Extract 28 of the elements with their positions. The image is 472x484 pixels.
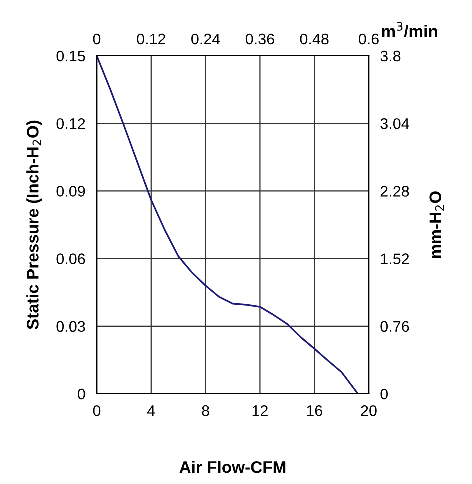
- x2-tick-label: 0: [93, 34, 101, 45]
- y2-tick-label: 1.52: [381, 254, 410, 264]
- x-tick-label: 4: [148, 406, 156, 416]
- y-tick-label: 0.09: [56, 186, 86, 197]
- y2-axis-title: mm-H$_{2}$O: [430, 192, 444, 258]
- y2-tick-label: 0.76: [380, 321, 410, 332]
- x-tick-label: 8: [202, 406, 210, 416]
- y-axis-title: Static Pressure (Inch-H$_{2}$O): [26, 120, 42, 330]
- x-tick-label: 12: [252, 406, 268, 416]
- y-tick-label: 0.12: [56, 118, 86, 130]
- x-axis-title: Air Flow-CFM: [180, 461, 286, 474]
- y2-tick-label: 3.04: [380, 118, 410, 130]
- x-tick-label: 20: [361, 406, 377, 416]
- y2-tick-label: 2.28: [380, 186, 410, 197]
- x-tick-label: 16: [307, 406, 322, 416]
- x2-tick-label: 0.6: [358, 34, 379, 45]
- x2-axis-title: m$^{3}$/min: [382, 22, 438, 38]
- x2-tick-label: 0.12: [137, 34, 166, 45]
- y-tick-label: 0.15: [56, 50, 86, 62]
- y2-tick-label: 0: [380, 388, 388, 400]
- x2-tick-label: 0.36: [246, 34, 274, 45]
- y2-tick-label: 3.8: [380, 50, 401, 62]
- y-tick-label: 0: [78, 388, 86, 400]
- x2-tick-label: 0.24: [192, 34, 220, 45]
- y-tick-label: 0.03: [56, 321, 86, 332]
- y-tick-label: 0.06: [56, 254, 86, 264]
- x-tick-label: 0: [93, 406, 101, 416]
- x2-tick-label: 0.48: [300, 34, 329, 45]
